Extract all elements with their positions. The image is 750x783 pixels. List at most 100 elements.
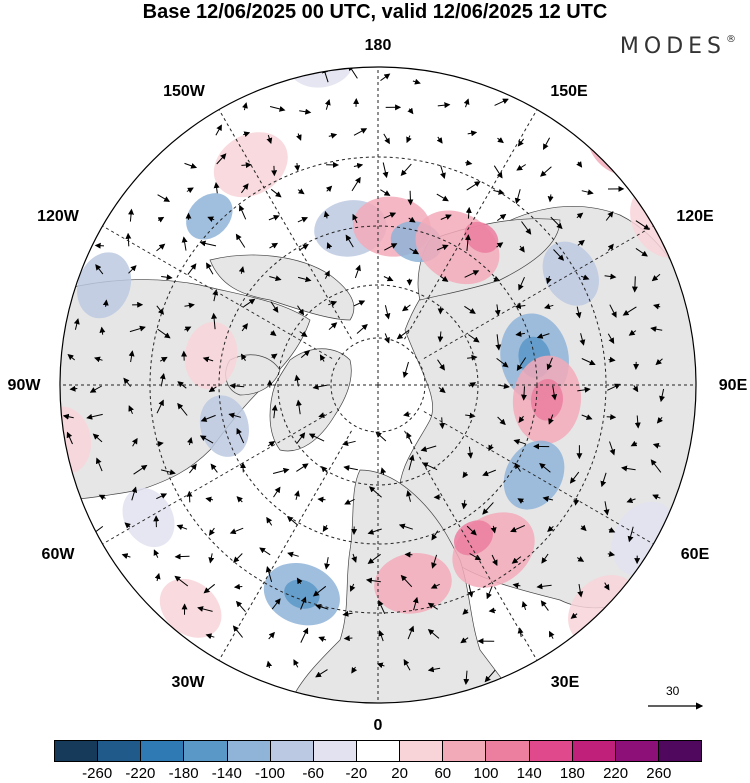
wind-arrow (184, 302, 195, 309)
wind-arrow (603, 582, 610, 591)
wind-arrow (431, 554, 438, 569)
wind-arrow (69, 385, 78, 392)
wind-arrow (345, 234, 354, 248)
lon-label-90w: 90W (7, 377, 41, 394)
wind-arrow (484, 669, 496, 683)
wind-arrow (203, 583, 216, 594)
wind-arrow (157, 216, 165, 223)
wind-arrow (206, 262, 214, 275)
wind-arrow (604, 273, 617, 280)
wind-arrow (240, 353, 247, 361)
colorbar-tick-label: 100 (473, 765, 499, 782)
wind-arrow (243, 131, 251, 138)
latitude-circle-70 (277, 284, 479, 486)
wind-arrow (210, 463, 218, 473)
wind-arrow (236, 427, 245, 444)
wind-arrow (412, 596, 419, 611)
wind-arrow (439, 417, 446, 430)
wind-arrow (240, 462, 247, 473)
colorbar-swatch (658, 741, 702, 761)
wind-arrow (581, 358, 596, 366)
anomaly-blob (159, 578, 222, 638)
wind-arrow (325, 185, 333, 192)
wind-arrow (324, 557, 331, 570)
wind-arrow (515, 330, 525, 337)
wind-arrow (466, 525, 477, 536)
anomaly-blob (284, 579, 320, 609)
wind-arrow (266, 134, 273, 145)
wind-arrow (267, 441, 276, 447)
wind-arrow (430, 583, 440, 589)
wind-arrow (215, 124, 222, 136)
wind-arrow (159, 356, 168, 363)
wind-arrow (497, 416, 506, 426)
wind-arrow (576, 212, 584, 219)
wind-arrow (300, 627, 309, 643)
wind-arrow (321, 465, 328, 474)
wind-arrow (488, 444, 494, 452)
lon-label-0: 0 (373, 717, 383, 734)
wind-arrow (496, 358, 509, 368)
wind-arrow (202, 356, 214, 363)
wind-arrow (269, 275, 282, 282)
wind-arrow (216, 153, 227, 165)
brand-registered-mark: ® (726, 34, 736, 45)
lon-label-180: 180 (364, 37, 392, 54)
wind-arrow (271, 404, 278, 419)
lon-label-60w: 60W (41, 546, 75, 563)
wind-arrow (297, 217, 309, 223)
wind-arrow (569, 471, 580, 484)
wind-arrow (300, 350, 311, 358)
wind-arrow (128, 350, 135, 363)
latitude-circle-80 (330, 337, 426, 433)
wind-arrow (99, 326, 106, 335)
wind-arrow (300, 596, 307, 610)
colorbar-tick-label: 260 (646, 765, 672, 782)
wind-arrow (513, 439, 526, 445)
wind-arrow (516, 164, 526, 171)
wind-arrow (608, 356, 616, 363)
wind-arrow (356, 323, 368, 334)
wind-arrow (293, 659, 299, 668)
wind-arrow (600, 472, 607, 488)
wind-arrow (490, 525, 497, 534)
wind-arrow (95, 264, 104, 275)
wind-arrow (384, 333, 390, 344)
wind-arrow (351, 553, 357, 563)
wind-arrow (238, 204, 247, 220)
wind-arrow (308, 433, 325, 442)
wind-arrow (235, 233, 246, 248)
wind-arrow (271, 165, 278, 177)
meridians (60, 67, 696, 703)
wind-arrow (131, 486, 138, 501)
wind-arrow (437, 102, 451, 109)
wind-arrow (208, 386, 217, 393)
wind-arrow (259, 547, 271, 556)
wind-arrow (650, 326, 663, 333)
wind-arrow (497, 137, 504, 144)
wind-arrow (461, 499, 468, 510)
wind-arrow (296, 432, 306, 445)
wind-arrow (655, 358, 663, 366)
land-greenland (269, 348, 352, 452)
anomaly-blob (464, 221, 499, 253)
colorbar-tick-label: -140 (211, 765, 242, 782)
wind-arrow (407, 625, 415, 640)
wind-arrow (634, 415, 641, 429)
wind-arrow (296, 463, 309, 472)
wind-arrow (378, 630, 385, 642)
reference-vector-label: 30 (666, 684, 680, 698)
wind-arrow (228, 412, 241, 419)
wind-arrow (408, 454, 415, 471)
wind-arrow (517, 138, 524, 147)
wind-arrow (512, 582, 521, 589)
wind-arrow (436, 244, 449, 251)
wind-arrow (494, 304, 501, 317)
wind-arrow (297, 188, 305, 195)
wind-arrow (539, 462, 551, 473)
wind-arrow (550, 216, 563, 230)
wind-arrow (465, 159, 473, 166)
wind-arrow (380, 467, 387, 476)
wind-arrow (577, 386, 591, 393)
wind-arrow (651, 273, 661, 282)
